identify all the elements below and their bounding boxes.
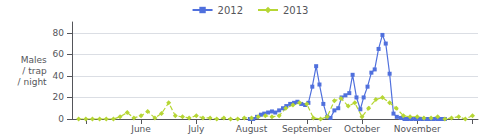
svg-text:40: 40 — [53, 71, 65, 81]
svg-text:August: August — [236, 124, 268, 134]
svg-text:80: 80 — [53, 28, 65, 38]
svg-text:September: September — [282, 124, 332, 134]
svg-text:June: June — [130, 124, 151, 134]
svg-text:Males: Males — [21, 55, 47, 65]
svg-text:20: 20 — [53, 92, 65, 102]
svg-text:July: July — [187, 124, 205, 134]
svg-text:November: November — [394, 124, 441, 134]
svg-text:October: October — [344, 124, 380, 134]
svg-text:2012: 2012 — [218, 5, 243, 16]
svg-text:2013: 2013 — [283, 5, 308, 16]
svg-text:/ night: / night — [18, 77, 48, 87]
svg-text:60: 60 — [53, 49, 65, 59]
svg-text:/ trap: / trap — [22, 66, 47, 76]
svg-text:0: 0 — [58, 114, 64, 124]
